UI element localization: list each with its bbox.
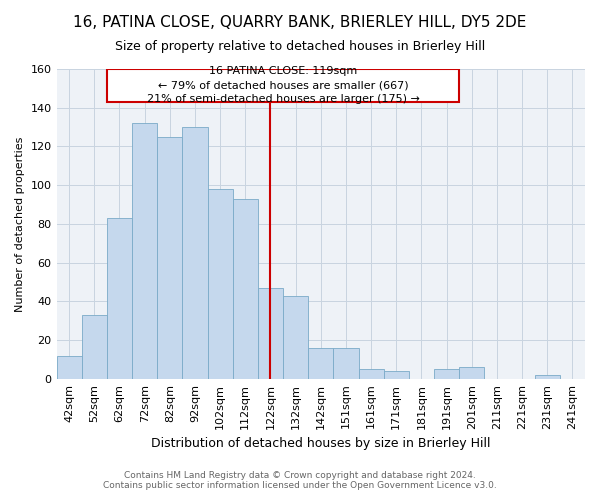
Bar <box>208 189 233 379</box>
Bar <box>82 315 107 379</box>
Bar <box>434 369 459 379</box>
Bar <box>359 369 383 379</box>
Bar <box>334 348 359 379</box>
Text: 16 PATINA CLOSE: 119sqm
← 79% of detached houses are smaller (667)
21% of semi-d: 16 PATINA CLOSE: 119sqm ← 79% of detache… <box>146 66 419 104</box>
Bar <box>56 356 82 379</box>
Text: Contains HM Land Registry data © Crown copyright and database right 2024.
Contai: Contains HM Land Registry data © Crown c… <box>103 470 497 490</box>
Text: 16, PATINA CLOSE, QUARRY BANK, BRIERLEY HILL, DY5 2DE: 16, PATINA CLOSE, QUARRY BANK, BRIERLEY … <box>73 15 527 30</box>
Bar <box>308 348 334 379</box>
FancyBboxPatch shape <box>107 69 459 102</box>
Bar <box>535 375 560 379</box>
Bar <box>459 367 484 379</box>
Bar <box>383 371 409 379</box>
Bar <box>258 288 283 379</box>
Y-axis label: Number of detached properties: Number of detached properties <box>15 136 25 312</box>
Text: Size of property relative to detached houses in Brierley Hill: Size of property relative to detached ho… <box>115 40 485 53</box>
X-axis label: Distribution of detached houses by size in Brierley Hill: Distribution of detached houses by size … <box>151 437 491 450</box>
Bar <box>132 123 157 379</box>
Bar <box>283 296 308 379</box>
Bar <box>107 218 132 379</box>
Bar <box>157 137 182 379</box>
Bar <box>182 127 208 379</box>
Bar <box>233 198 258 379</box>
